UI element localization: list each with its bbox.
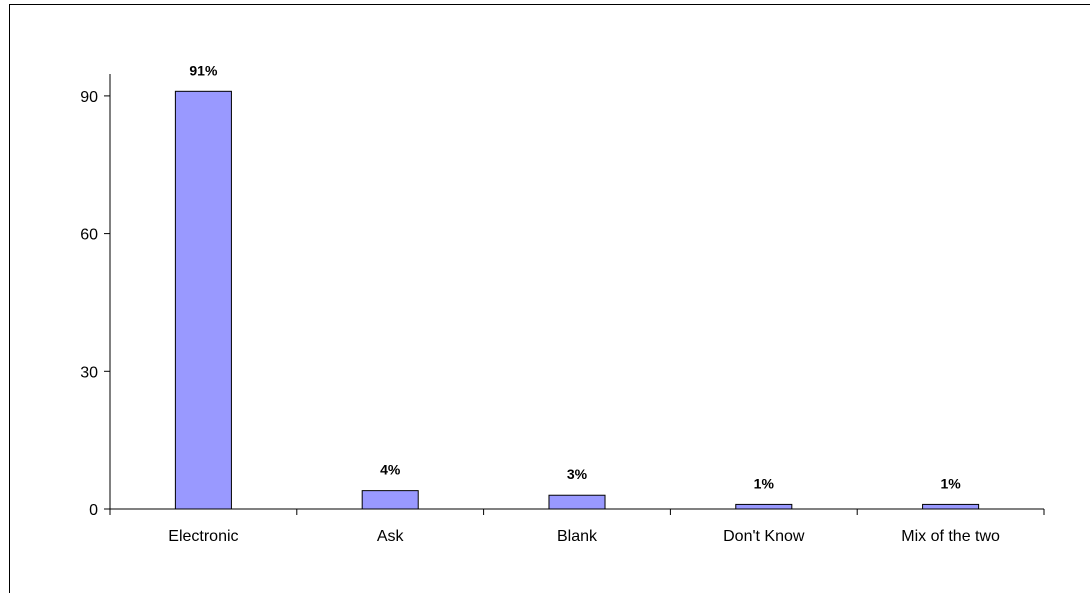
x-category-label: Electronic — [168, 528, 238, 545]
bar — [548, 494, 606, 510]
data-label: 91% — [189, 62, 218, 78]
bar — [922, 503, 980, 510]
y-tick-label: 60 — [80, 227, 98, 244]
chart-frame — [9, 4, 1090, 593]
y-tick-label: 90 — [80, 89, 98, 106]
x-category-label: Ask — [377, 528, 405, 545]
x-category-label: Mix of the two — [901, 528, 1000, 545]
y-tick-label: 30 — [80, 364, 98, 381]
y-tick-label: 0 — [89, 502, 98, 519]
data-label: 1% — [940, 475, 961, 491]
bar — [735, 503, 793, 510]
x-category-label: Blank — [557, 528, 598, 545]
data-label: 1% — [754, 475, 775, 491]
x-category-label: Don't Know — [723, 528, 805, 545]
data-label: 4% — [380, 462, 401, 478]
data-label: 3% — [567, 466, 588, 482]
bar — [174, 90, 232, 510]
labels: 91% Electronic 4% Ask 3% Blank 1% Don't Know 1% M… — [168, 62, 1000, 545]
bar — [361, 490, 419, 510]
bars — [174, 90, 980, 510]
